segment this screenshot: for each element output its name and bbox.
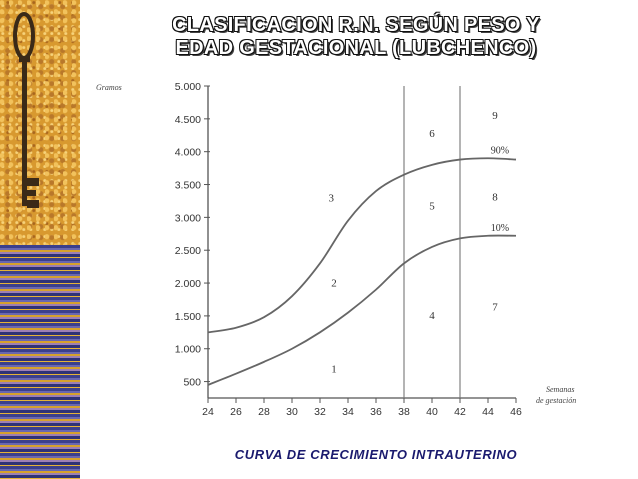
x-tick-label: 42: [454, 406, 466, 418]
sidebar-decoration: [0, 0, 80, 479]
y-tick-label: 4.500: [175, 114, 201, 126]
y-tick-label: 500: [183, 377, 201, 389]
title-line-1: CLASIFICACION R.N. SEGÚN PESO Y: [172, 14, 540, 36]
series-label-10: 10%: [491, 223, 509, 234]
region-label: 4: [429, 310, 435, 322]
region-label: 7: [492, 302, 498, 314]
y-axis-label: Gramos: [96, 83, 122, 92]
region-label: 3: [328, 193, 334, 205]
x-tick-label: 46: [510, 406, 522, 418]
x-tick-label: 34: [342, 406, 354, 418]
y-tick-label: 4.000: [175, 147, 201, 159]
x-tick-label: 40: [426, 406, 438, 418]
region-label: 9: [492, 110, 498, 122]
y-tick-label: 3.500: [175, 180, 201, 192]
x-tick-label: 44: [482, 406, 494, 418]
key-icon: [13, 12, 39, 208]
x-tick-label: 38: [398, 406, 410, 418]
chart-caption: CURVA DE CRECIMIENTO INTRAUTERINO: [234, 447, 518, 462]
percentile-curve-10: [207, 234, 517, 386]
y-tick-label: 1.500: [175, 311, 201, 323]
x-tick-label: 24: [202, 406, 214, 418]
x-tick-label: 28: [258, 406, 270, 418]
region-label: 6: [429, 128, 435, 140]
plot-area: 500 1.000 1.500 2.000 2.500 3.000 3.500 4.000 4.…: [175, 81, 522, 418]
striped-band: [0, 245, 80, 479]
y-tick-label: 2.000: [175, 278, 201, 290]
region-label: 5: [429, 200, 435, 212]
x-tick-label: 32: [314, 406, 326, 418]
x-tick-label: 30: [286, 406, 298, 418]
y-tick-label: 3.000: [175, 212, 201, 224]
x-tick-label: 26: [230, 406, 242, 418]
series-label-90: 90%: [491, 145, 509, 156]
percentile-curve-90: [207, 157, 517, 334]
growth-chart: Gramos 500 1.000 1.500 2.000 2.500 3.000 3.500…: [96, 81, 576, 418]
x-tick-label: 36: [370, 406, 382, 418]
region-label: 8: [492, 191, 498, 203]
region-label: 2: [331, 277, 337, 289]
title-line-2: EDAD GESTACIONAL (LUBCHENCO): [175, 37, 537, 59]
x-axis-label-line-1: Semanas: [546, 385, 574, 394]
slide-title: CLASIFICACION R.N. SEGÚN PESO Y EDAD GES…: [96, 14, 616, 60]
y-tick-label: 1.000: [175, 344, 201, 356]
region-label: 1: [331, 363, 337, 375]
x-axis-label-line-2: de gestación: [536, 396, 576, 405]
y-tick-label: 2.500: [175, 245, 201, 257]
y-tick-label: 5.000: [175, 81, 201, 93]
